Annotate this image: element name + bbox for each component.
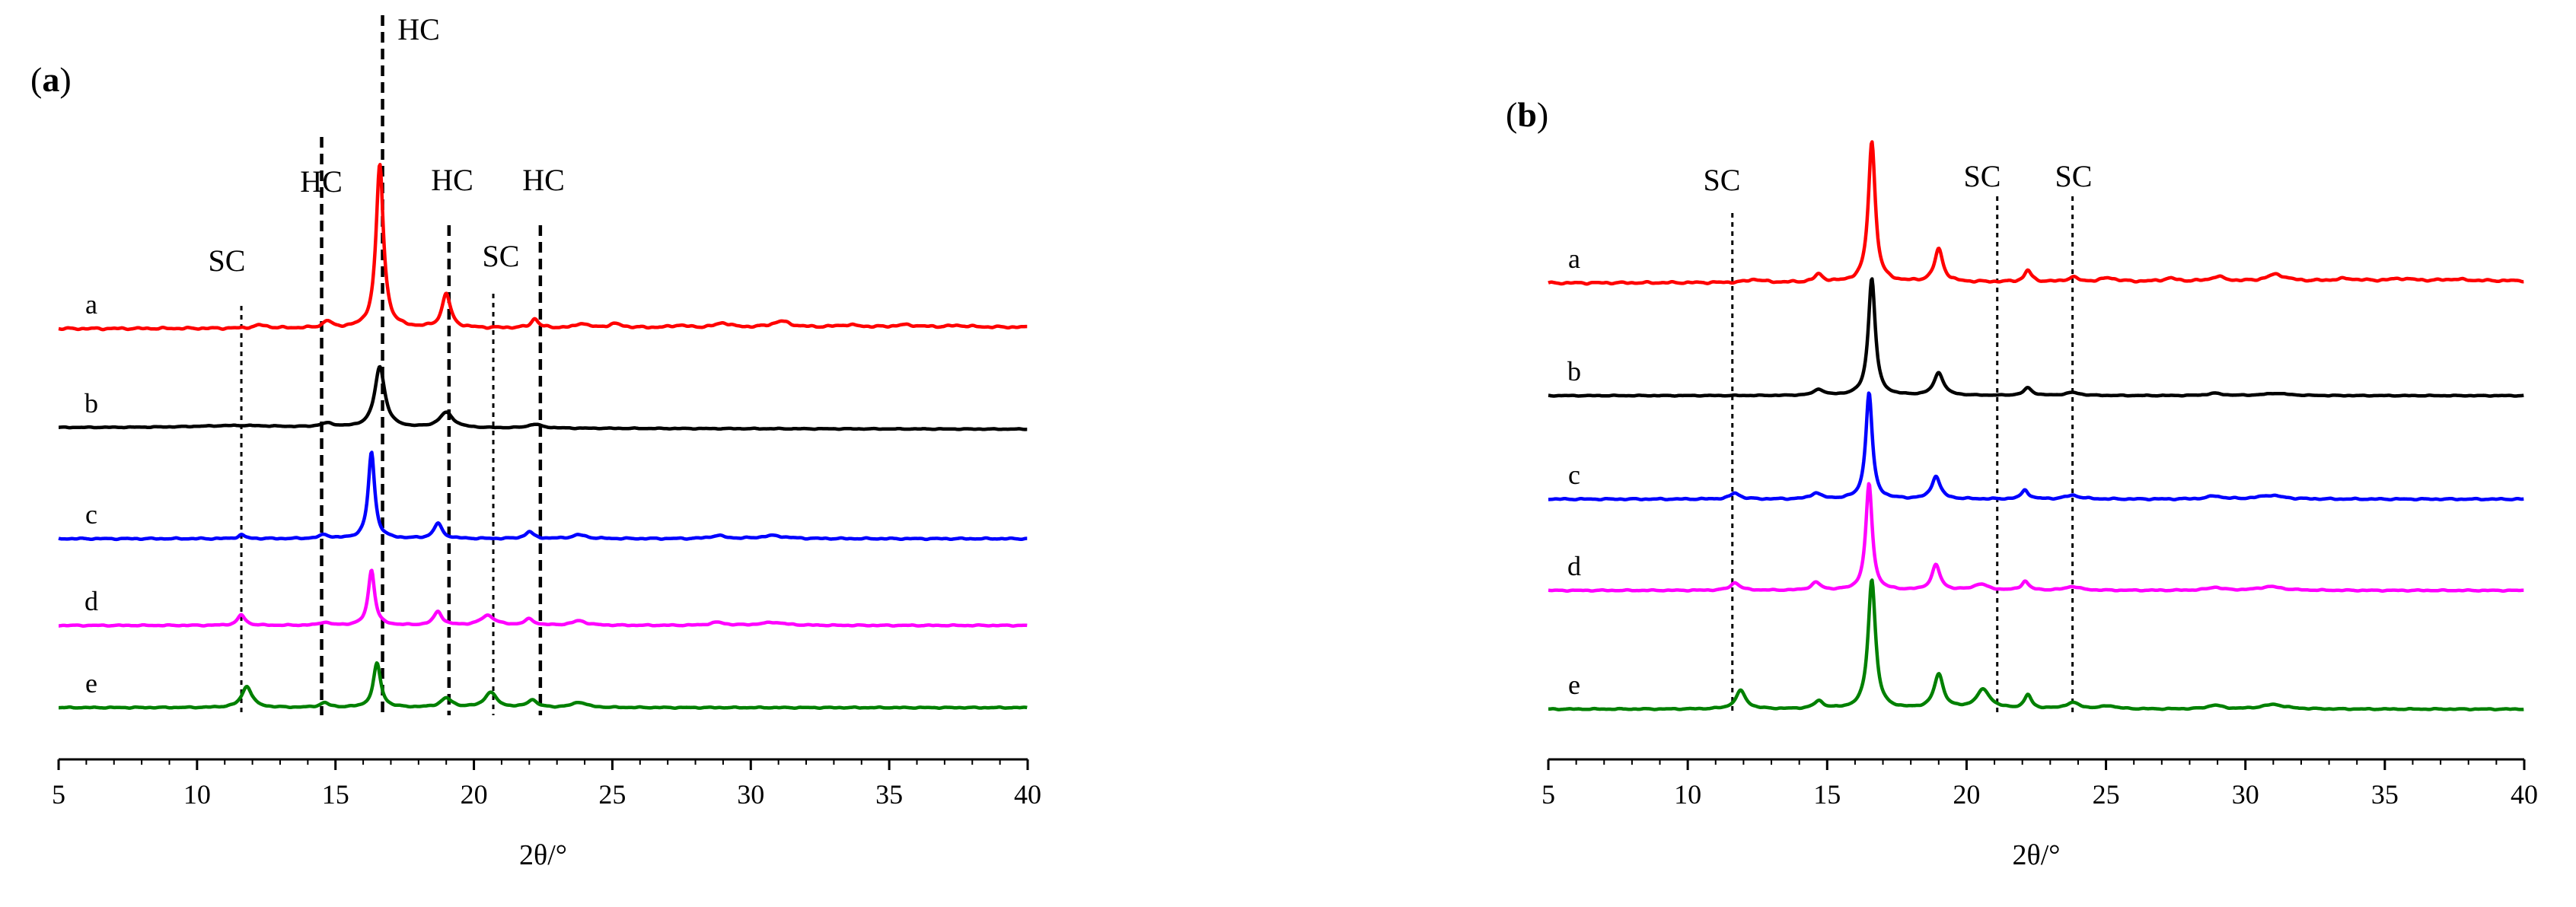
x-tick-label: 20 xyxy=(461,779,488,810)
series-label-c: c xyxy=(1568,460,1580,490)
reference-label: SC xyxy=(209,243,246,278)
x-tick-label: 15 xyxy=(1813,779,1841,810)
x-tick-label: 10 xyxy=(183,779,211,810)
panel-label: (b) xyxy=(1506,95,1548,134)
series-line-c xyxy=(57,450,1028,542)
chart-panel-a: (a) 5 10 15 20 25 30 35 40 2θ/° SC HC HC HC SC HC a b c d e xyxy=(30,12,1041,871)
x-tick-label: 30 xyxy=(737,779,764,810)
chart-panel-b: (b) 5 10 15 20 25 30 35 40 2θ/° SC SC SC a b c d e xyxy=(1506,95,2538,871)
x-tick-label: 35 xyxy=(875,779,903,810)
series-line-c xyxy=(1547,391,2525,502)
series-label-c: c xyxy=(85,499,97,530)
panel-label: (a) xyxy=(30,60,72,99)
series-line-e xyxy=(57,661,1028,710)
series-label-a: a xyxy=(1568,243,1580,274)
x-tick-label: 5 xyxy=(52,779,65,810)
x-tick-label: 5 xyxy=(1541,779,1555,810)
series-label-e: e xyxy=(1568,670,1580,700)
series-line-b xyxy=(57,364,1028,431)
x-tick-label: 40 xyxy=(2511,779,2538,810)
x-tick-label: 20 xyxy=(1953,779,1980,810)
series-line-a xyxy=(57,163,1028,332)
series-label-b: b xyxy=(1567,356,1581,387)
x-tick-label: 40 xyxy=(1014,779,1041,810)
series-label-e: e xyxy=(85,668,97,699)
series-label-d: d xyxy=(1567,551,1581,581)
x-tick-label: 10 xyxy=(1674,779,1701,810)
reference-label: SC xyxy=(483,239,520,273)
x-axis-title: 2θ/° xyxy=(2013,839,2061,871)
x-tick-label: 25 xyxy=(2093,779,2120,810)
reference-label: HC xyxy=(397,12,440,46)
series-line-d xyxy=(57,568,1028,628)
reference-label: SC xyxy=(1704,163,1741,197)
reference-label: SC xyxy=(2055,159,2093,193)
x-axis-title: 2θ/° xyxy=(519,839,567,871)
series-label-a: a xyxy=(85,289,97,320)
series-line-d xyxy=(1547,482,2525,593)
reference-label: HC xyxy=(522,163,565,197)
x-tick-label: 15 xyxy=(322,779,349,810)
series-line-b xyxy=(1547,277,2525,398)
series-label-b: b xyxy=(84,388,98,418)
series-line-a xyxy=(1547,140,2525,286)
series-label-d: d xyxy=(84,586,98,616)
reference-label: HC xyxy=(300,164,343,199)
x-tick-label: 25 xyxy=(598,779,626,810)
reference-label: SC xyxy=(1964,159,2001,193)
reference-label: HC xyxy=(431,163,473,197)
x-tick-label: 30 xyxy=(2232,779,2259,810)
x-tick-label: 35 xyxy=(2371,779,2399,810)
series-line-e xyxy=(1547,578,2525,711)
